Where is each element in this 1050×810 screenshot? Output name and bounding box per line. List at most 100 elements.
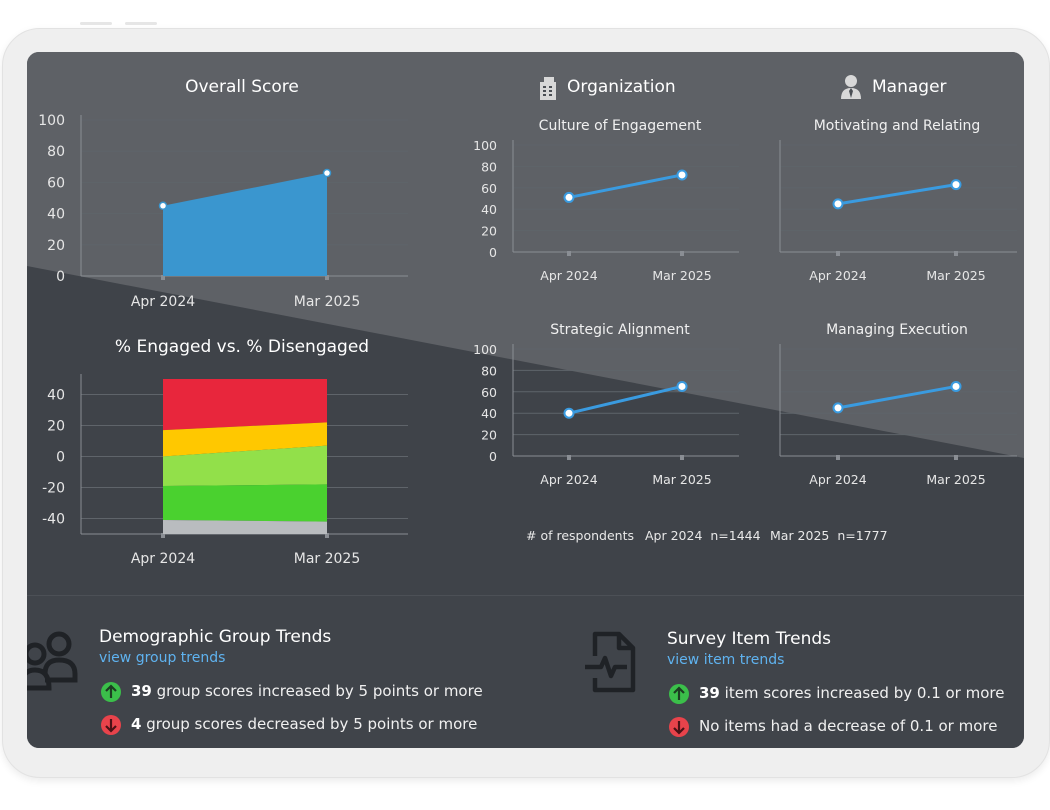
data-point <box>563 191 575 203</box>
document-pulse-icon <box>583 630 641 698</box>
data-point <box>322 168 332 178</box>
x-tick-mark <box>567 455 571 460</box>
x-tick-mark <box>325 275 329 280</box>
view-group-trends-link[interactable]: view group trends <box>99 650 226 666</box>
y-tick-label: 60 <box>47 175 65 191</box>
decrease-arrow-icon <box>669 717 689 737</box>
engagement-band <box>163 379 327 431</box>
y-tick-label: 40 <box>47 207 65 223</box>
people-group-icon <box>27 628 81 696</box>
motivating-and-relating-title: Motivating and Relating <box>813 118 981 134</box>
decrease-arrow-icon <box>101 715 121 735</box>
y-tick-label: -20 <box>42 481 65 497</box>
background-light-wedge <box>27 52 1024 458</box>
y-tick-label: 80 <box>481 159 497 174</box>
x-tick-mark <box>680 455 684 460</box>
y-tick-label: 0 <box>56 450 65 466</box>
x-tick-label: Mar 2025 <box>294 294 361 310</box>
group-increase-label: group scores increased by 5 points or mo… <box>156 682 483 700</box>
group-decrease-text: 4 group scores decreased by 5 points or … <box>131 715 477 733</box>
engagement-band <box>163 445 327 486</box>
y-tick-label: 0 <box>489 449 497 464</box>
y-tick-label: 60 <box>481 181 497 196</box>
group-decrease-count: 4 <box>131 715 142 733</box>
x-tick-label: Apr 2024 <box>809 268 866 283</box>
trend-line <box>568 173 683 199</box>
y-tick-label: 20 <box>47 238 65 254</box>
y-tick-label: -40 <box>42 512 65 528</box>
data-point <box>676 380 688 392</box>
group-decrease-label: group scores decreased by 5 points or mo… <box>146 715 478 733</box>
x-tick-mark <box>680 251 684 256</box>
trend-line <box>837 183 957 206</box>
y-tick-label: 100 <box>38 113 65 129</box>
building-icon <box>536 76 560 104</box>
data-point <box>563 407 575 419</box>
data-point <box>950 380 962 392</box>
y-tick-label: 20 <box>47 419 65 435</box>
x-tick-label: Apr 2024 <box>809 472 866 487</box>
item-decrease-text: No items had a decrease of 0.1 or more <box>699 717 998 735</box>
x-tick-label: Mar 2025 <box>652 268 711 283</box>
respondents-label: # of respondents <box>526 528 635 543</box>
x-tick-label: Apr 2024 <box>540 268 597 283</box>
y-tick-label: 100 <box>473 342 497 357</box>
item-increase-label: item scores increased by 0.1 or more <box>724 684 1005 702</box>
x-tick-mark <box>836 455 840 460</box>
y-tick-label: 60 <box>481 385 497 400</box>
data-point <box>676 169 688 181</box>
item-increase-count: 39 <box>699 684 720 702</box>
tab-indicator <box>80 22 112 25</box>
increase-arrow-icon <box>101 682 121 702</box>
y-tick-label: 80 <box>481 363 497 378</box>
tab-indicator <box>125 22 157 25</box>
y-tick-label: 100 <box>473 138 497 153</box>
engagement-band <box>163 484 327 522</box>
engagement-band <box>163 520 327 534</box>
engagement-band <box>163 422 327 457</box>
data-point <box>950 179 962 191</box>
data-point <box>832 198 844 210</box>
item-increase-text: 39 item scores increased by 0.1 or more <box>699 684 1004 702</box>
x-tick-mark <box>325 533 329 538</box>
data-point <box>158 201 168 211</box>
y-tick-label: 40 <box>481 406 497 421</box>
trends-footer: Demographic Group Trends view group tren… <box>27 595 1024 748</box>
manager-header: Manager <box>872 77 947 97</box>
x-tick-label: Apr 2024 <box>131 294 195 310</box>
view-item-trends-link[interactable]: view item trends <box>667 652 785 668</box>
x-tick-label: Apr 2024 <box>540 472 597 487</box>
dashboard-screen: Overall Score 0 20 40 60 80 100 Apr 2024 Mar 20… <box>27 52 1024 748</box>
trend-line <box>568 384 683 415</box>
y-tick-label: 20 <box>481 224 497 239</box>
respondents-mar: Mar 2025 n=1777 <box>770 528 888 543</box>
y-tick-label: 0 <box>56 269 65 285</box>
score-area <box>163 173 327 276</box>
manager-icon <box>839 74 863 104</box>
x-tick-mark <box>836 251 840 256</box>
y-tick-label: 0 <box>489 245 497 260</box>
demographic-trends-title: Demographic Group Trends <box>99 627 332 647</box>
organization-header: Organization <box>567 77 676 97</box>
x-tick-label: Apr 2024 <box>131 551 195 567</box>
group-increase-text: 39 group scores increased by 5 points or… <box>131 682 483 700</box>
managing-execution-title: Managing Execution <box>826 322 968 338</box>
x-tick-mark <box>954 251 958 256</box>
engagement-chart: -40 -20 0 20 40 Apr 2024 Mar 2025 <box>42 374 408 567</box>
trend-line <box>837 384 957 410</box>
x-tick-label: Mar 2025 <box>926 472 985 487</box>
y-tick-label: 80 <box>47 144 65 160</box>
y-tick-label: 40 <box>47 388 65 404</box>
increase-arrow-icon <box>669 684 689 704</box>
x-tick-label: Mar 2025 <box>926 268 985 283</box>
engagement-title: % Engaged vs. % Disengaged <box>114 337 370 357</box>
x-tick-label: Mar 2025 <box>652 472 711 487</box>
y-tick-label: 20 <box>481 428 497 443</box>
culture-of-engagement-chart: 0 20 40 60 80 100 Apr 2024 Mar 2025 Apr 2024 Mar … <box>473 138 1017 487</box>
strategic-alignment-title: Strategic Alignment <box>550 322 690 338</box>
respondents-apr: Apr 2024 n=1444 <box>645 528 761 543</box>
y-tick-label: 40 <box>481 202 497 217</box>
x-tick-mark <box>161 275 165 280</box>
overall-score-chart: 0 20 40 60 80 100 Apr 2024 Mar 2025 <box>38 113 408 310</box>
x-tick-mark <box>567 251 571 256</box>
